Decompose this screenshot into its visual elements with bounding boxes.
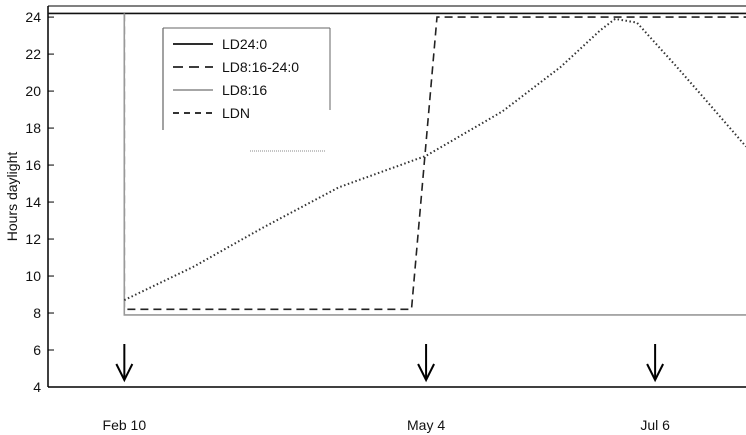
down-arrow-icon bbox=[646, 344, 665, 383]
legend-label: LD24:0 bbox=[222, 36, 267, 52]
series-line-ld8-16 bbox=[123, 13, 746, 316]
x-tick-label: May 4 bbox=[407, 417, 445, 433]
arrow-markers bbox=[115, 344, 665, 383]
legend-frame bbox=[162, 27, 331, 152]
legend-entry: LD8:16 bbox=[173, 82, 267, 98]
y-tick-label: 18 bbox=[25, 120, 41, 136]
arrow-head bbox=[417, 363, 435, 383]
x-tick-label: Jul 6 bbox=[640, 417, 670, 433]
y-tick-label: 12 bbox=[25, 231, 41, 247]
legend-label: LD8:16-24:0 bbox=[222, 59, 299, 75]
legend-entry: LD24:0 bbox=[173, 36, 267, 52]
series-line-ldn bbox=[123, 17, 746, 302]
arrow-head bbox=[646, 363, 665, 383]
y-tick-label: 10 bbox=[25, 268, 41, 284]
legend: LD24:0 LD8:16-24:0 LD8:16 LDN bbox=[173, 36, 299, 121]
y-tick-label: 16 bbox=[25, 157, 41, 173]
y-tick-label: 14 bbox=[25, 194, 41, 210]
y-tick-label: 6 bbox=[33, 342, 41, 358]
legend-label: LDN bbox=[222, 105, 250, 121]
y-tick-label: 8 bbox=[33, 305, 41, 321]
y-tick-label: 22 bbox=[25, 46, 41, 62]
y-axis-label: Hours daylight bbox=[4, 152, 20, 242]
y-tick-label: 4 bbox=[33, 379, 41, 395]
down-arrow-icon bbox=[417, 344, 435, 383]
down-arrow-icon bbox=[115, 344, 134, 383]
x-tick-label: Feb 10 bbox=[103, 417, 147, 433]
y-tick-label: 20 bbox=[25, 83, 41, 99]
legend-entry: LD8:16-24:0 bbox=[173, 59, 299, 75]
arrow-head bbox=[115, 363, 134, 383]
legend-label: LD8:16 bbox=[222, 82, 267, 98]
series-line-ld8-16-24-0 bbox=[123, 13, 746, 311]
y-tick-label: 24 bbox=[25, 9, 41, 25]
series-group bbox=[48, 12, 746, 316]
axes: 4 6 8 10 12 14 16 18 20 22 24 Feb 10 May 4 Jul 6 bbox=[25, 5, 746, 433]
legend-entry: LDN bbox=[173, 105, 250, 121]
